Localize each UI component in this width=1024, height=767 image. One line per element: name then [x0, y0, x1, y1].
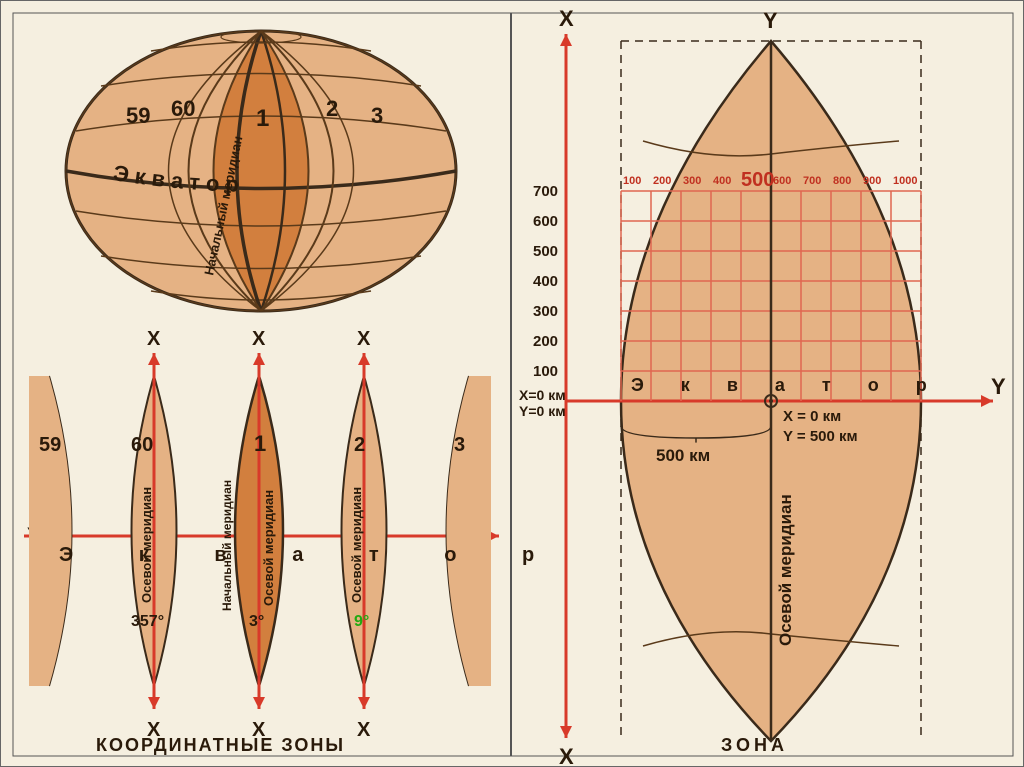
svg-text:400: 400 [713, 175, 731, 187]
svg-text:1000: 1000 [893, 175, 917, 187]
y500-label: Y = 500 км [783, 428, 858, 445]
svg-text:300: 300 [683, 175, 701, 187]
globe: 59 60 1 2 3 Э к в а т о р Начальный мери… [66, 31, 456, 311]
zone-deg-9: 9° [354, 613, 369, 630]
svg-text:X: X [559, 6, 574, 31]
svg-text:700: 700 [803, 175, 821, 187]
svg-text:900: 900 [863, 175, 881, 187]
svg-text:700: 700 [533, 183, 558, 200]
zones-equator: Э к в а т о р [59, 544, 564, 566]
y0-label: Y=0 км [519, 403, 566, 419]
y-label-top: Y [763, 8, 778, 33]
y-label-right: Y [991, 374, 1006, 399]
svg-text:400: 400 [533, 273, 558, 290]
right-osev-meridian: Осевой меридиан [776, 494, 795, 646]
right-equator: Э к в а т о р [631, 375, 943, 395]
svg-text:X: X [357, 328, 371, 350]
svg-text:300: 300 [533, 303, 558, 320]
zone-num-1: 1 [254, 431, 266, 456]
zone-num-2: 2 [354, 434, 365, 456]
x0b-label: X = 0 км [783, 408, 841, 425]
svg-text:100: 100 [623, 175, 641, 187]
right-title: ЗОНА [721, 735, 788, 755]
svg-text:200: 200 [653, 175, 671, 187]
globe-num-60: 60 [171, 96, 195, 121]
globe-num-59: 59 [126, 103, 150, 128]
svg-text:100: 100 [533, 363, 558, 380]
zone-num-59: 59 [39, 434, 61, 456]
left-title: КООРДИНАТНЫЕ ЗОНЫ [96, 735, 345, 755]
svg-text:600: 600 [773, 175, 791, 187]
svg-text:200: 200 [533, 333, 558, 350]
km500-label: 500 км [656, 446, 710, 465]
svg-text:X: X [559, 744, 574, 767]
svg-text:X: X [357, 719, 371, 741]
svg-text:X: X [252, 328, 266, 350]
globe-num-2: 2 [326, 96, 338, 121]
top-500: 500 [741, 169, 774, 191]
svg-text:X: X [147, 328, 161, 350]
svg-text:600: 600 [533, 213, 558, 230]
zone-deg-3: 3° [249, 613, 264, 630]
svg-text:800: 800 [833, 175, 851, 187]
zone-deg-357: 357° [131, 613, 164, 630]
globe-num-1: 1 [256, 105, 269, 132]
globe-num-3: 3 [371, 103, 383, 128]
zone-num-60: 60 [131, 434, 153, 456]
x0-label: X=0 км [519, 387, 566, 403]
svg-text:500: 500 [533, 243, 558, 260]
zone-num-3: 3 [454, 434, 465, 456]
